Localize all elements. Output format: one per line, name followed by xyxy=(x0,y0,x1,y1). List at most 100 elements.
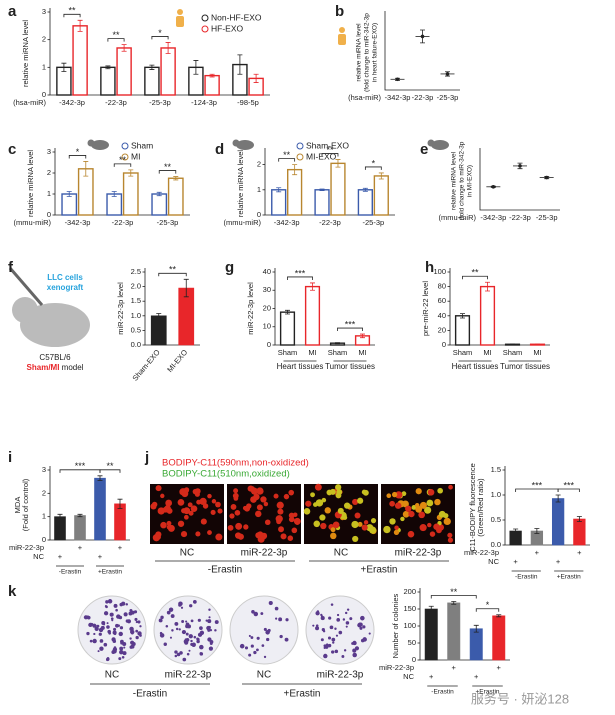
image-label: miR-22-3p xyxy=(165,670,212,681)
x-tick-label: -342-3p xyxy=(274,218,300,227)
colony xyxy=(239,643,245,649)
cell xyxy=(250,496,257,503)
colony xyxy=(113,603,118,608)
cell xyxy=(250,486,255,491)
y-tick-label: 0 xyxy=(47,210,51,219)
colony xyxy=(178,628,181,631)
image-label: miR-22-3p xyxy=(317,670,364,681)
cell xyxy=(233,495,239,501)
syringe xyxy=(8,267,44,306)
error-bar xyxy=(253,73,259,83)
x-tick-label: MI xyxy=(308,348,316,357)
cell xyxy=(278,526,284,533)
colony xyxy=(327,636,332,640)
bar xyxy=(100,66,116,96)
bar xyxy=(373,175,389,216)
colony xyxy=(324,644,329,648)
colony xyxy=(334,649,339,654)
y-tick-label: 20 xyxy=(263,303,271,312)
error-bar xyxy=(544,175,550,180)
cell xyxy=(180,531,188,538)
cell xyxy=(190,505,198,513)
error-bar xyxy=(193,60,199,75)
colony xyxy=(207,625,211,629)
colony xyxy=(119,602,123,607)
cell xyxy=(330,532,337,540)
row-mark: + xyxy=(497,663,502,672)
cell xyxy=(210,509,216,515)
x-tick-label: Sham xyxy=(278,348,298,357)
cell xyxy=(389,518,396,525)
colony xyxy=(139,625,142,628)
legend-label: MI-EXO xyxy=(306,151,337,161)
colony xyxy=(351,642,354,645)
colony xyxy=(105,605,108,609)
icon-body xyxy=(176,16,184,27)
y-tick-label: 40 xyxy=(438,311,446,320)
colony xyxy=(123,646,126,649)
sig-label: * xyxy=(158,28,162,38)
error-bar xyxy=(360,333,365,339)
image-label: NC xyxy=(257,670,271,681)
cell xyxy=(433,523,440,531)
cell xyxy=(408,510,415,518)
cell xyxy=(283,493,290,500)
colony xyxy=(343,649,347,652)
colony xyxy=(113,627,117,631)
colony xyxy=(251,610,255,614)
y-tick-label: 1.5 xyxy=(491,465,501,474)
colony xyxy=(205,619,208,622)
axis xyxy=(384,11,460,91)
colony xyxy=(130,610,135,615)
colony xyxy=(175,623,178,626)
colony xyxy=(118,657,122,661)
colony xyxy=(110,617,114,620)
colony xyxy=(116,614,121,619)
sig-label: * xyxy=(372,158,376,168)
plate xyxy=(153,595,223,665)
colony xyxy=(334,627,337,630)
cell xyxy=(357,521,363,527)
image-label: NC xyxy=(180,548,194,559)
y-tick-label: 1 xyxy=(47,189,51,198)
cell xyxy=(234,509,241,516)
error-bar xyxy=(485,281,490,292)
sig-bracket xyxy=(337,327,363,332)
legend-marker xyxy=(201,14,209,22)
bar xyxy=(94,477,106,541)
cell xyxy=(357,497,364,504)
sig-bracket xyxy=(557,488,580,492)
colony xyxy=(207,628,211,632)
colony xyxy=(135,620,138,624)
cell xyxy=(235,522,243,530)
y-axis-label: pre-miR-22 level xyxy=(421,281,430,336)
error-bar xyxy=(117,498,123,509)
cell xyxy=(394,525,399,530)
cell xyxy=(402,510,410,518)
colony xyxy=(188,634,192,637)
bar xyxy=(469,628,483,661)
colony xyxy=(120,641,123,645)
row-mark: + xyxy=(429,672,434,681)
colony xyxy=(358,622,363,627)
x-tick-label: -342-3p xyxy=(480,213,506,222)
colony xyxy=(178,603,182,607)
colony xyxy=(171,629,174,632)
x-tick-label: -342-3p xyxy=(65,218,91,227)
x-tick-label: -22-3p xyxy=(319,218,341,227)
y-tick-label: 0 xyxy=(42,535,46,544)
colony xyxy=(190,619,194,623)
colony xyxy=(183,639,188,644)
colony xyxy=(312,624,315,627)
image-group: -Erastin xyxy=(208,565,242,576)
cell xyxy=(393,529,400,535)
error-bar xyxy=(420,29,425,44)
colony xyxy=(368,632,371,635)
illustration-text: xenograft xyxy=(47,283,84,292)
cell xyxy=(335,484,342,491)
colony xyxy=(253,650,257,655)
error-bar xyxy=(66,191,72,197)
colony xyxy=(105,600,109,604)
colony xyxy=(359,626,363,630)
bar xyxy=(150,315,167,346)
